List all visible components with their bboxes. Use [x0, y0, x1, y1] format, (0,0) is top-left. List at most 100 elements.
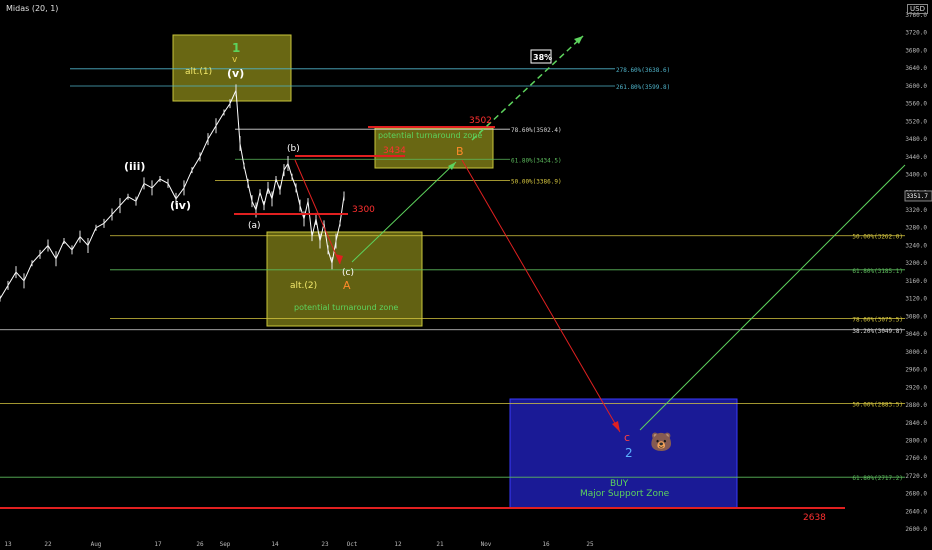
- price-tick-label: 3440.0: [905, 154, 927, 161]
- time-tick-label: 12: [394, 541, 402, 548]
- pct-38-label: 38%: [533, 53, 552, 62]
- major-support-zone: [509, 398, 738, 509]
- price-series: [0, 84, 345, 302]
- price-tick-label: 3200.0: [905, 260, 927, 267]
- fib-level-label: 61.80%(3185.1): [852, 268, 903, 275]
- wave-v-label: (v): [227, 67, 244, 80]
- fib-level-label: 78.60%(3075.5): [852, 316, 903, 323]
- price-tick-label: 3120.0: [905, 296, 927, 303]
- price-tick-label: 2720.0: [905, 473, 927, 480]
- wave-b-arrow: [351, 161, 457, 263]
- price-tick-label: 3680.0: [905, 47, 927, 54]
- wave-2-arrowhead: [612, 421, 620, 432]
- wave-c-arrowhead: [335, 254, 343, 264]
- price-tick-label: 3480.0: [905, 136, 927, 143]
- time-tick-label: 13: [4, 541, 12, 548]
- price-tick-label: 3240.0: [905, 242, 927, 249]
- price-tick-label: 2960.0: [905, 367, 927, 374]
- time-tick-label: 22: [44, 541, 52, 548]
- wave-1-label: 1: [232, 41, 240, 55]
- support-zone-label: Major Support Zone: [580, 489, 670, 499]
- bear-icon: 🐻: [650, 431, 672, 453]
- upper-turnaround-zone: [374, 127, 494, 169]
- price-tick-label: 2840.0: [905, 420, 927, 427]
- axis-panel: [905, 0, 932, 550]
- fib-levels: 278.60%(3638.6) 261.80%(3599.8) 78.60%(350…: [0, 67, 905, 482]
- fib-level-label: 261.80%(3599.8): [616, 84, 670, 91]
- lower-turnaround-zone: [266, 231, 423, 327]
- pct-38-box: [530, 49, 552, 64]
- price-tick-label: 2640.0: [905, 508, 927, 515]
- time-axis: 13 22 Aug 17 26 Sep 14 23 Oct 12 21 Nov 16 25: [4, 541, 594, 548]
- wave-A-label: A: [343, 279, 351, 292]
- symbol-label: Midas (20, 1): [6, 4, 59, 13]
- price-tick-label: 3760.0: [905, 12, 927, 19]
- price-tick-label: 3520.0: [905, 118, 927, 125]
- time-tick-label: 16: [542, 541, 550, 548]
- fib-level-label: 61.80%(3434.5): [511, 157, 562, 164]
- fib-level-label: 278.60%(3638.6): [616, 67, 670, 74]
- current-price-label: 3351.7: [906, 193, 928, 200]
- level-2638-label: 2638: [803, 513, 826, 523]
- alt1-zone: [172, 34, 292, 102]
- price-tick-label: 3280.0: [905, 225, 927, 232]
- buy-label: BUY: [610, 479, 629, 489]
- wave-2-label: 2: [625, 446, 633, 460]
- fib-level-label: 50.00%(3386.9): [511, 178, 562, 185]
- fib-level-label: 50.00%(3262.0): [852, 234, 903, 241]
- wave-iii-label: (iii): [124, 160, 145, 173]
- level-3502-label: 3502: [469, 116, 492, 126]
- price-tick-label: 2760.0: [905, 455, 927, 462]
- level-3434-label: 3434: [383, 146, 406, 156]
- price-tick-label: 2920.0: [905, 384, 927, 391]
- time-tick-label: 14: [271, 541, 279, 548]
- ptz-upper-label: potential turnaround zone: [378, 131, 482, 140]
- time-tick-label: 23: [321, 541, 329, 548]
- price-axis: 3760.0 3720.0 3680.0 3640.0 3600.0 3560.0 3520…: [904, 0, 932, 550]
- level-3300-label: 3300: [352, 205, 375, 215]
- fib-level-label: 38.20%(3049.8): [852, 328, 903, 335]
- wave-c-red-label: c: [624, 431, 630, 444]
- time-tick-label: Aug: [91, 541, 102, 548]
- wave-iv-label: (iv): [170, 199, 191, 212]
- wave-3-dashed-arrow: [471, 35, 584, 141]
- price-tick-label: 2680.0: [905, 491, 927, 498]
- price-tick-label: 3720.0: [905, 30, 927, 37]
- ptz-lower-label: potential turnaround zone: [294, 303, 398, 312]
- fib-level-label: 78.60%(3502.4): [511, 127, 562, 134]
- time-tick-label: Sep: [220, 541, 231, 548]
- wave-b-arrowhead: [448, 162, 456, 170]
- wave-c-arrow: [294, 159, 341, 265]
- price-tick-label: 3080.0: [905, 313, 927, 320]
- price-tick-label: 2800.0: [905, 437, 927, 444]
- price-tick-label: 3400.0: [905, 172, 927, 179]
- fib-level-label: 61.80%(2717.2): [852, 475, 903, 482]
- time-tick-label: Nov: [481, 541, 492, 548]
- price-line: [0, 90, 345, 299]
- wave-b-label: (b): [287, 144, 300, 154]
- time-tick-label: Oct: [347, 541, 358, 548]
- price-tick-label: 3040.0: [905, 331, 927, 338]
- price-tick-label: 2880.0: [905, 402, 927, 409]
- wave-1-marker-icon: v: [232, 55, 238, 65]
- wave-B-label: B: [456, 145, 464, 158]
- long-term-arrow: [639, 164, 906, 431]
- wave-c-label: (c): [342, 268, 354, 278]
- alt1-label: alt.(1): [185, 67, 212, 77]
- time-tick-label: 25: [586, 541, 594, 548]
- price-tick-label: 3640.0: [905, 65, 927, 72]
- alt2-label: alt.(2): [290, 281, 317, 291]
- price-tick-label: 3320.0: [905, 207, 927, 214]
- price-tick-label: 3560.0: [905, 101, 927, 108]
- currency-badge[interactable]: USD: [907, 4, 928, 14]
- price-tick-label: 3160.0: [905, 278, 927, 285]
- wave-3-arrowhead: [574, 36, 583, 44]
- current-price-badge: [904, 190, 932, 202]
- price-tick-label: 2600.0: [905, 526, 927, 533]
- time-tick-label: 17: [154, 541, 162, 548]
- time-tick-label: 21: [436, 541, 444, 548]
- time-tick-label: 26: [196, 541, 204, 548]
- fib-level-label: 50.00%(2883.5): [852, 401, 903, 408]
